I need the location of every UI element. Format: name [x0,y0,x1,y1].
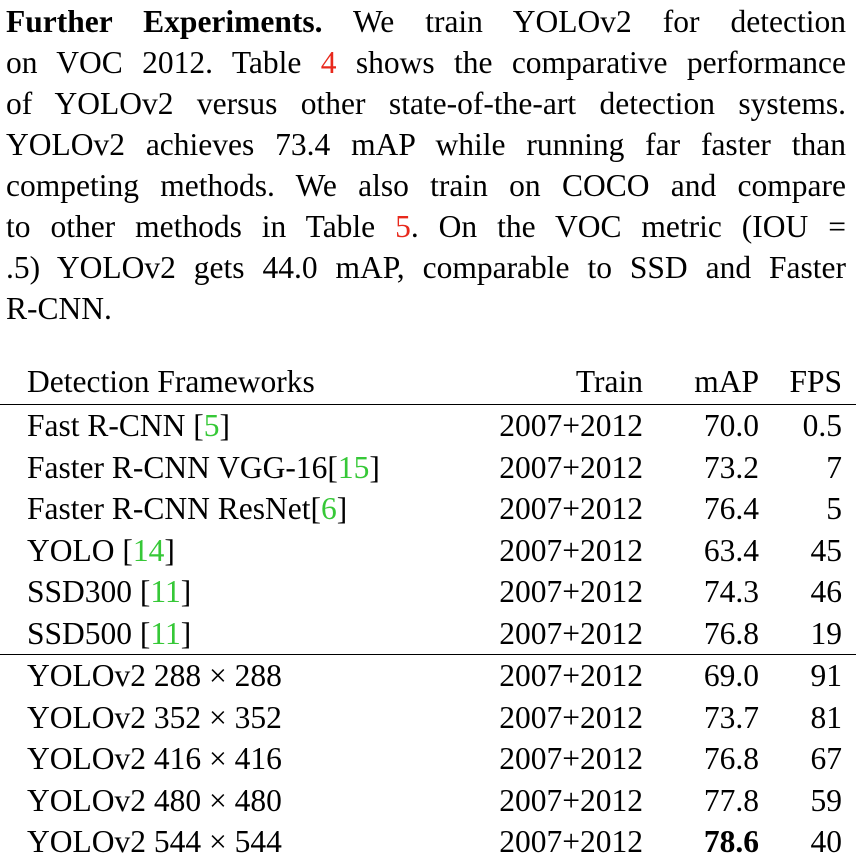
train-cell: 2007+2012 [499,782,643,818]
map-cell: 69.0 [703,658,759,693]
table-row: Faster R-CNN VGG-16[15] 2007+2012 73.2 7 [0,447,856,489]
framework-cell: YOLOv2 352 × 352 [27,699,282,735]
framework-name: Faster R-CNN VGG-16[ [27,449,338,485]
train-cell: 2007+2012 [499,741,643,776]
paragraph-line-4: YOLOv2 achieves 73.4 mAP while running f… [6,127,846,162]
paragraph-text: to other methods in Table [6,209,396,244]
map-cell: 76.8 [703,615,759,651]
map-cell: 63.4 [703,532,759,568]
citation-link[interactable]: 11 [150,574,181,609]
framework-name: Fast R-CNN [ [27,408,204,443]
bracket: ] [369,449,380,485]
fps-cell: 67 [810,741,843,776]
table-row: Fast R-CNN [5] 2007+2012 70.0 0.5 [0,405,856,447]
framework-name: YOLO [ [27,532,133,568]
fps-cell: 91 [810,658,843,693]
table-row: YOLOv2 352 × 352 2007+2012 73.7 81 [0,697,856,739]
train-cell: 2007+2012 [499,699,643,735]
bracket: ] [219,408,231,443]
table-row: YOLO [14] 2007+2012 63.4 45 [0,530,856,572]
table-row: SSD300 [11] 2007+2012 74.3 46 [0,571,856,613]
paragraph-line-2: on VOC 2012. Table 4 shows the comparati… [6,42,846,83]
table-row: YOLOv2 480 × 480 2007+2012 77.8 59 [0,780,856,822]
framework-cell: YOLO [14] [0,530,447,572]
best-map-cell: 78.6 [703,824,759,859]
citation-link[interactable]: 11 [150,615,181,651]
paragraph-text: . On the VOC metric (IOU = [410,209,846,244]
section-heading: Further Experiments. [6,4,323,39]
paragraph-text: shows the comparative performance [336,45,846,80]
fps-cell: 19 [810,615,843,651]
fps-cell: 40 [810,824,843,859]
results-table: Detection Frameworks Train mAP FPS Fast … [0,360,856,863]
detection-frameworks-table: Detection Frameworks Train mAP FPS Fast … [0,360,856,863]
train-cell: 2007+2012 [499,615,643,651]
train-cell: 2007+2012 [499,532,643,568]
header-train: Train [575,364,643,399]
paragraph-line-1: Further Experiments. We train YOLOv2 for… [6,1,846,42]
fps-cell: 7 [826,449,842,485]
framework-cell: YOLOv2 480 × 480 [27,782,282,818]
paragraph-line-3: of YOLOv2 versus other state-of-the-art … [6,86,846,121]
framework-name: Faster R-CNN ResNet[ [27,491,321,526]
framework-cell: YOLOv2 288 × 288 [27,658,282,693]
train-cell: 2007+2012 [499,658,643,693]
fps-cell: 59 [810,782,843,818]
framework-cell: Faster R-CNN ResNet[6] [0,488,447,530]
map-cell: 76.4 [703,491,759,526]
paragraph-text: on VOC 2012. Table [6,45,321,80]
framework-cell: Fast R-CNN [5] [0,405,447,447]
header-framework: Detection Frameworks [27,364,315,399]
paragraph-line-8: R-CNN. [6,291,112,326]
train-cell: 2007+2012 [499,408,643,443]
framework-name: SSD500 [ [27,615,151,651]
header-fps: FPS [789,364,842,399]
citation-link[interactable]: 5 [203,408,220,443]
train-cell: 2007+2012 [499,449,643,485]
map-cell: 77.8 [703,782,759,818]
paragraph-line-6: to other methods in Table 5. On the VOC … [6,206,846,247]
citation-link[interactable]: 14 [132,532,165,568]
map-cell: 74.3 [703,574,759,609]
fps-cell: 5 [826,491,842,526]
table-header-row: Detection Frameworks Train mAP FPS [0,360,856,405]
table-row: SSD500 [11] 2007+2012 76.8 19 [0,613,856,655]
framework-cell: YOLOv2 416 × 416 [27,741,282,776]
bracket: ] [180,615,192,651]
train-cell: 2007+2012 [499,824,643,859]
header-map: mAP [694,364,759,399]
paragraph-line-5: competing methods. We also train on COCO… [6,168,846,203]
table-row: YOLOv2 288 × 288 2007+2012 69.0 91 [0,654,856,697]
citation-link[interactable]: 15 [337,449,370,485]
framework-cell: Faster R-CNN VGG-16[15] [0,447,447,489]
table-4-link[interactable]: 4 [320,45,337,80]
bracket: ] [336,491,348,526]
map-cell: 76.8 [703,741,759,776]
table-row: Faster R-CNN ResNet[6] 2007+2012 76.4 5 [0,488,856,530]
map-cell: 70.0 [703,408,759,443]
map-cell: 73.7 [703,699,759,735]
further-experiments-paragraph: Further Experiments. We train YOLOv2 for… [6,1,846,329]
paragraph-text: We train YOLOv2 for detection [322,4,847,39]
framework-name: SSD300 [ [27,574,151,609]
paragraph-line-7: .5) YOLOv2 gets 44.0 mAP, comparable to … [6,250,846,285]
bracket: ] [180,574,192,609]
citation-link[interactable]: 6 [320,491,337,526]
table-5-link[interactable]: 5 [395,209,411,244]
framework-cell: YOLOv2 544 × 544 [27,824,282,859]
table-row: YOLOv2 544 × 544 2007+2012 78.6 40 [0,821,856,863]
train-cell: 2007+2012 [499,574,643,609]
fps-cell: 45 [810,532,843,568]
framework-cell: SSD500 [11] [0,613,447,655]
train-cell: 2007+2012 [499,491,643,526]
table-row: YOLOv2 416 × 416 2007+2012 76.8 67 [0,738,856,780]
fps-cell: 0.5 [802,408,842,443]
fps-cell: 46 [810,574,843,609]
fps-cell: 81 [810,699,843,735]
framework-cell: SSD300 [11] [0,571,447,613]
bracket: ] [164,532,175,568]
map-cell: 73.2 [703,449,759,485]
